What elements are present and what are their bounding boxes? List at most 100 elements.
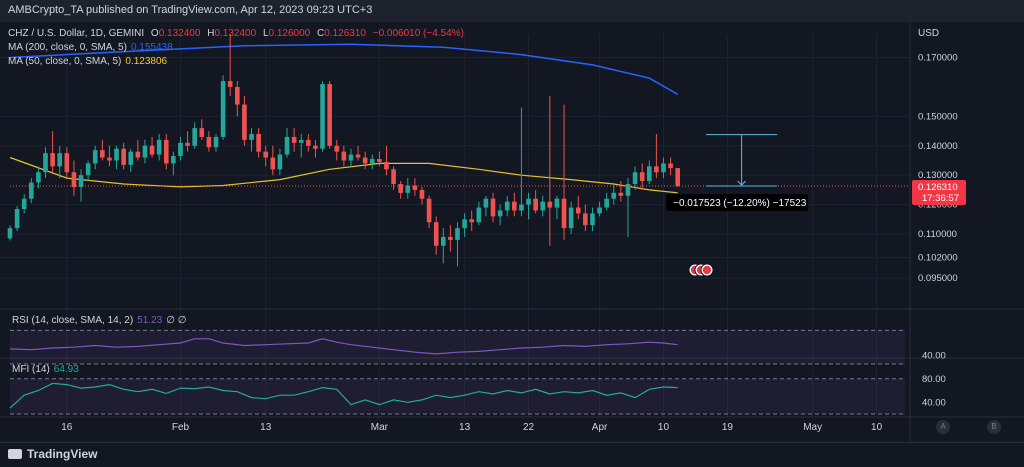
- candle-body: [661, 163, 666, 173]
- candle-body: [320, 84, 325, 149]
- candle-body: [533, 198, 538, 211]
- candle-body: [213, 136, 219, 148]
- candle-body: [405, 185, 411, 193]
- candle-body: [220, 81, 226, 137]
- time-tick-label: Mar: [371, 422, 389, 433]
- candle-body: [71, 172, 77, 187]
- candle-body: [185, 142, 190, 146]
- candle-body: [107, 157, 112, 161]
- candle-body: [43, 153, 48, 173]
- price-tick-label: 0.150000: [918, 111, 958, 122]
- mfi-pane: [9, 378, 905, 415]
- ohlc-high-label: H: [207, 28, 215, 39]
- price-chart[interactable]: −0.017523 (−12.20%) −17523 USD 0.170000 0.…: [0, 22, 1024, 442]
- candle-body: [369, 159, 375, 164]
- candle-body: [156, 139, 162, 155]
- candle-body: [668, 163, 673, 169]
- ma50-legend: MA (50, close, 0, SMA, 5) 0.123806: [8, 56, 171, 67]
- candle-body: [561, 198, 567, 229]
- candle-body: [547, 201, 553, 208]
- price-tick-label: 0.095000: [918, 273, 958, 284]
- candle-body: [270, 157, 276, 170]
- time-axis[interactable]: 16 Feb 13 Mar 13 22 Apr 10 19 May 10: [61, 422, 882, 433]
- price-axis[interactable]: USD 0.170000 0.150000 0.140000 0.130000 0.120…: [912, 28, 966, 408]
- symbol-legend: CHZ / U.S. Dollar, 1D, GEMINI O0.132400 …: [8, 28, 468, 39]
- rsi-pane: [9, 329, 905, 365]
- candle-body: [426, 198, 432, 223]
- time-tick-label: 10: [871, 422, 883, 433]
- ma50-value: 0.123806: [125, 56, 168, 67]
- log-scale-button[interactable]: B: [987, 420, 1001, 434]
- ohlc-high-value: 0.132400: [214, 28, 257, 39]
- candle-body: [327, 84, 332, 146]
- candle-body: [234, 86, 240, 105]
- event-flag-icon: [702, 265, 712, 275]
- time-tick-label: 22: [523, 422, 535, 433]
- candle-body: [142, 145, 148, 158]
- candle-body: [469, 219, 475, 223]
- candle-body: [7, 228, 13, 239]
- candle-body: [64, 153, 70, 173]
- ohlc-open-label: O: [150, 28, 159, 39]
- candle-body: [206, 136, 212, 148]
- publish-line: AMBCrypto_TA published on TradingView.co…: [8, 4, 373, 16]
- candle-body: [29, 182, 34, 199]
- candle-body: [362, 157, 368, 164]
- candle-body: [192, 128, 197, 146]
- ma200-value: 0.155438: [130, 42, 173, 53]
- rsi-line: [9, 338, 678, 355]
- candle-body: [419, 189, 425, 199]
- ohlc-close-value: 0.126310: [324, 28, 366, 39]
- time-tick-label: 16: [61, 422, 73, 433]
- currency-label: USD: [918, 28, 939, 39]
- header-bar: AMBCrypto_TA published on TradingView.co…: [0, 0, 1024, 22]
- candle-body: [568, 207, 574, 229]
- rsi-tick-label: 40.00: [922, 351, 946, 362]
- measure-tool[interactable]: −0.017523 (−12.20%) −17523: [666, 134, 809, 212]
- candle-body: [100, 150, 105, 158]
- candle-body: [675, 168, 681, 187]
- candle-body: [476, 207, 482, 223]
- candle-body: [519, 204, 524, 211]
- candle-body: [256, 134, 261, 152]
- candle-body: [377, 159, 382, 162]
- candle-body: [334, 145, 340, 152]
- candle-body: [128, 151, 134, 165]
- candle-body: [398, 184, 403, 193]
- candle-body: [135, 151, 141, 158]
- ohlc-open-value: 0.132400: [158, 28, 201, 39]
- rsi-band: [10, 330, 905, 364]
- candle-body: [462, 219, 467, 229]
- ma200-line: [9, 43, 679, 95]
- candle-body: [391, 169, 396, 184]
- candle-body: [178, 142, 183, 157]
- candle-body: [78, 175, 84, 187]
- candle-body: [433, 222, 439, 246]
- candle-body: [575, 207, 581, 214]
- candle-body: [483, 198, 489, 208]
- candle-body: [21, 198, 27, 209]
- candle-body: [455, 228, 460, 240]
- candle-body: [277, 154, 283, 170]
- mfi-value: 64.93: [53, 364, 79, 375]
- rsi-legend: RSI (14, close, SMA, 14, 2) 51.23 ∅ ∅: [12, 315, 190, 326]
- auto-scale-button[interactable]: A: [936, 420, 950, 434]
- ohlc-close-label: C: [317, 28, 325, 39]
- candle-body: [149, 145, 155, 155]
- ma200-legend: MA (200, close, 0, SMA, 5) 0.155438: [8, 42, 177, 53]
- candle-body: [121, 148, 126, 165]
- tradingview-brand: TradingView: [27, 447, 98, 461]
- price-tick-label: 0.130000: [918, 170, 958, 181]
- footer-bar: TradingView: [0, 442, 1024, 467]
- candle-body: [14, 209, 20, 229]
- candle-body: [384, 161, 389, 170]
- rsi-label: RSI (14, close, SMA, 14, 2): [12, 315, 134, 326]
- event-markers[interactable]: [688, 263, 714, 277]
- candle-body: [313, 145, 318, 149]
- candle-body: [632, 172, 638, 184]
- candle-body: [57, 153, 63, 167]
- pane-separators: [0, 22, 1024, 442]
- candle-body: [263, 151, 269, 158]
- tv-icon: [8, 449, 22, 459]
- time-tick-label: May: [803, 422, 822, 433]
